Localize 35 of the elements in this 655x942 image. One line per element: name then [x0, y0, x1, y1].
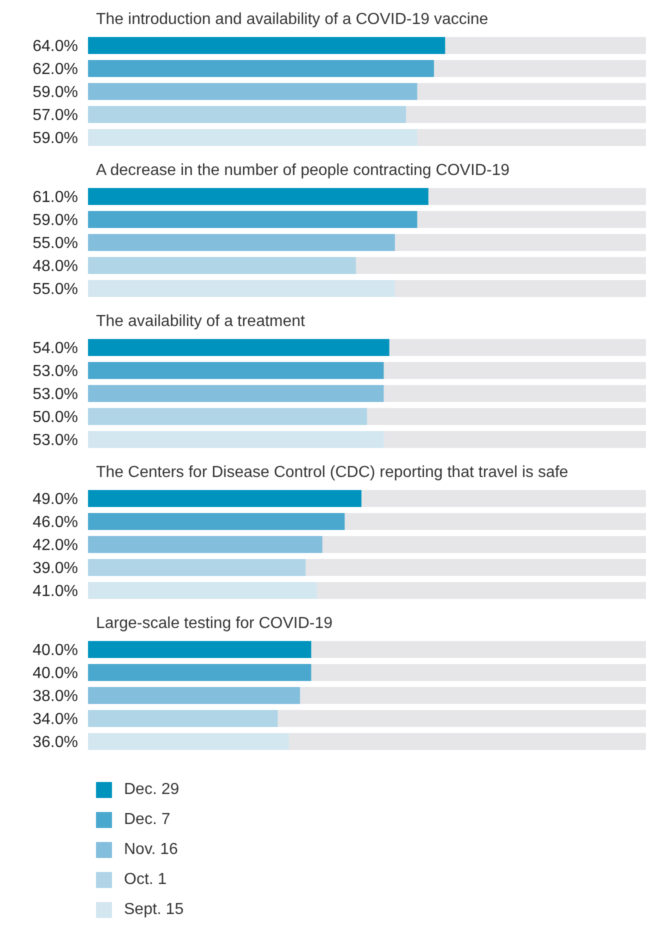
- data-label: 38.0%: [32, 688, 78, 706]
- data-label: 41.0%: [32, 583, 78, 600]
- data-label: 53.0%: [32, 386, 78, 404]
- y-tick-label: A decrease in the number of people contracting COVID-19: [96, 161, 511, 181]
- data-label: 50.0%: [32, 409, 78, 426]
- data-label: 57.0%: [32, 107, 78, 124]
- legend-label: Sept. 15: [124, 901, 184, 919]
- data-label: 53.0%: [32, 432, 78, 450]
- y-tick-label: The introduction and availability of a COVID-19 vaccine: [96, 10, 490, 30]
- data-label: 53.0%: [32, 363, 78, 380]
- data-label: 59.0%: [32, 212, 78, 230]
- data-label: 36.0%: [32, 734, 78, 752]
- data-label: 59.0%: [32, 84, 78, 102]
- data-label: 55.0%: [32, 235, 78, 252]
- data-label: 55.0%: [32, 281, 78, 298]
- y-tick-label: The Centers for Disease Control (CDC) reporting that travel is safe: [96, 463, 570, 483]
- data-label: 48.0%: [32, 258, 78, 276]
- legend-label: Dec. 7: [124, 811, 170, 829]
- data-label: 40.0%: [32, 642, 78, 660]
- data-label: 34.0%: [32, 711, 78, 728]
- data-label: 64.0%: [32, 38, 78, 56]
- legend-label: Dec. 29: [124, 781, 180, 799]
- data-label: 40.0%: [32, 665, 78, 682]
- legend-label: Oct. 1: [124, 871, 167, 889]
- legend-label: Nov. 16: [124, 841, 178, 859]
- y-tick-label: The availability of a treatment: [96, 312, 306, 332]
- data-label: 61.0%: [32, 189, 78, 206]
- data-label: 42.0%: [32, 537, 78, 554]
- data-label: 46.0%: [32, 514, 78, 532]
- data-label: 54.0%: [32, 340, 78, 358]
- data-label: 59.0%: [32, 130, 78, 148]
- data-label: 39.0%: [32, 560, 78, 578]
- y-tick-label: Large-scale testing for COVID-19: [96, 614, 334, 634]
- data-label: 62.0%: [32, 61, 78, 78]
- data-label: 49.0%: [32, 491, 78, 508]
